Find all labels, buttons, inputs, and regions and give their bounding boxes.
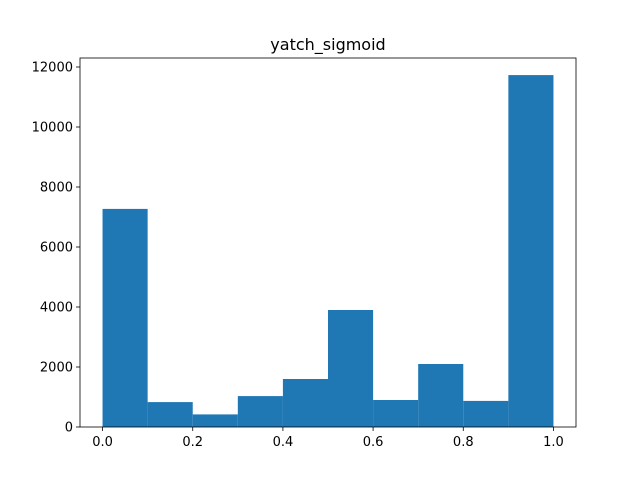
y-tick-label: 2000 [40, 361, 73, 376]
bar [328, 310, 374, 427]
y-tick-label: 8000 [40, 181, 73, 196]
y-tick-label: 4000 [40, 301, 73, 316]
y-tick-label: 0 [65, 421, 73, 436]
y-tick-label: 6000 [40, 241, 73, 256]
x-tick-label: 0.6 [363, 435, 384, 450]
bar [418, 364, 464, 427]
bar [463, 400, 509, 427]
x-tick-label: 0.0 [92, 435, 113, 450]
bar [237, 396, 283, 427]
x-tick-label: 0.2 [182, 435, 203, 450]
bar [147, 402, 193, 427]
x-tick-label: 0.4 [273, 435, 294, 450]
bar [508, 75, 554, 427]
bar [192, 414, 238, 427]
x-tick-label: 0.8 [453, 435, 474, 450]
bar [282, 379, 328, 427]
bar [373, 400, 419, 427]
bar [102, 208, 148, 427]
x-tick-label: 1.0 [543, 435, 564, 450]
axes-frame [79, 57, 577, 428]
y-tick-label: 10000 [32, 121, 73, 136]
chart-title: yatch_sigmoid [270, 35, 385, 55]
y-tick-label: 12000 [32, 61, 73, 76]
